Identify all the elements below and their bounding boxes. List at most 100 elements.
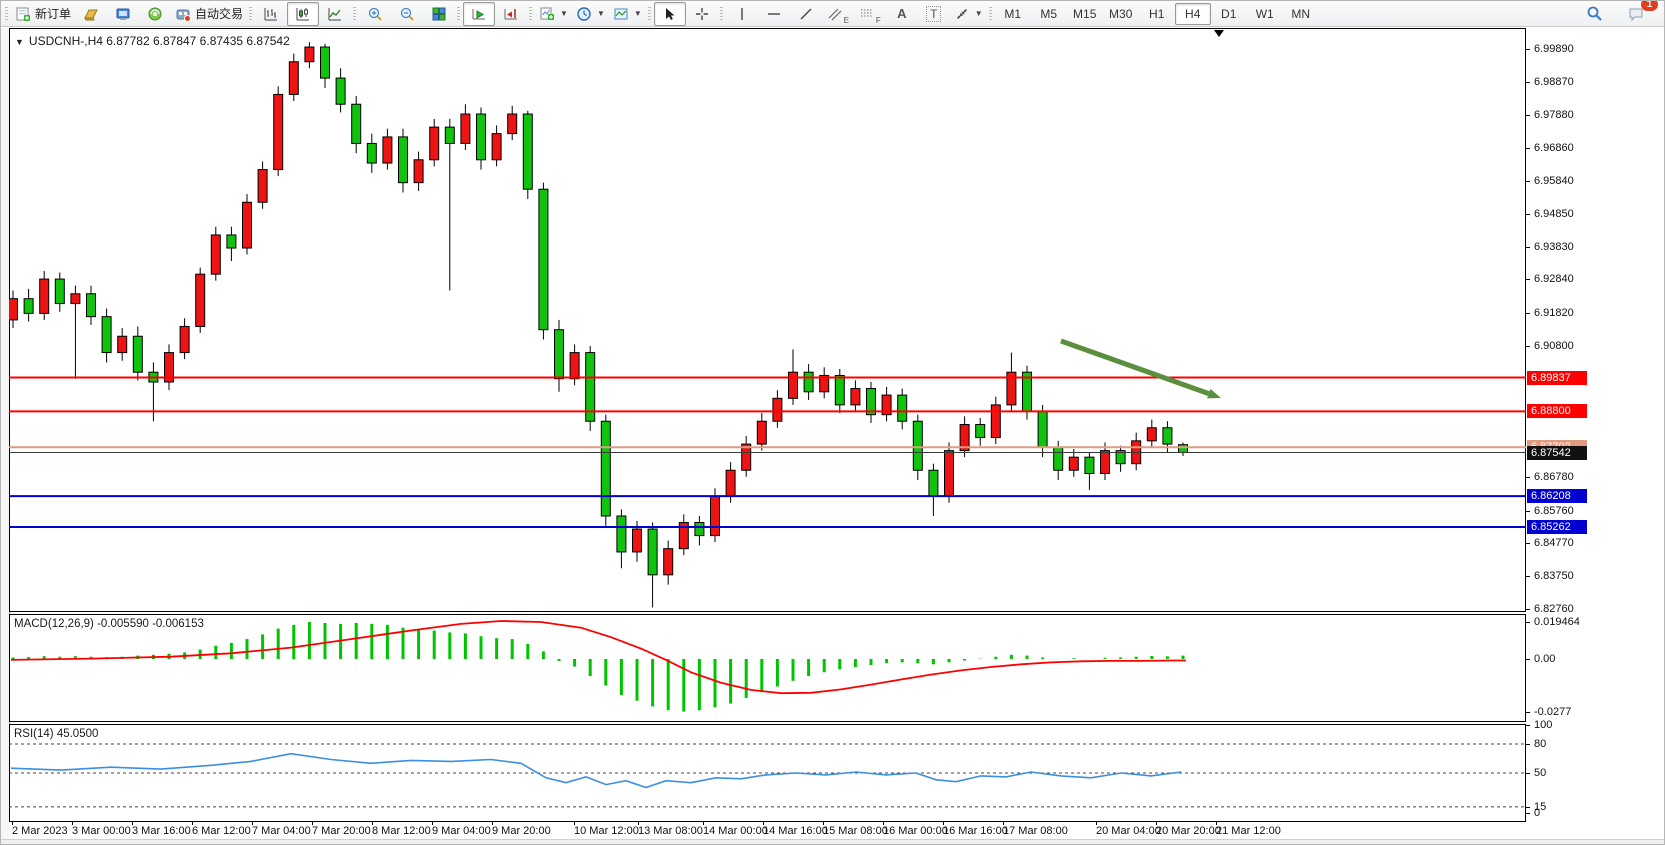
window-bottom-frame [1, 839, 1664, 844]
chart-shift-button[interactable] [495, 2, 527, 26]
tile-windows-button[interactable] [423, 2, 455, 26]
candle [273, 93, 284, 171]
time-axis-label: 14 Mar 00:00 [703, 825, 768, 837]
trend-arrow-head [1207, 388, 1221, 399]
price-level-badge: 6.86208 [1527, 489, 1587, 504]
candle [1100, 450, 1110, 475]
candle [9, 298, 18, 321]
zoom-in-button[interactable] [359, 2, 391, 26]
candle [585, 352, 596, 422]
candlestick-chart-button[interactable] [287, 1, 320, 26]
auto-scroll-button[interactable] [463, 1, 496, 26]
timeframe-w1[interactable]: W1 [1255, 6, 1274, 21]
candle [1115, 450, 1126, 465]
time-axis-label: 17 Mar 08:00 [1003, 825, 1068, 837]
candle [897, 394, 908, 422]
time-axis-label: 16 Mar 16:00 [943, 825, 1008, 837]
timeframe-m15[interactable]: M15 [1073, 6, 1097, 21]
zoom-out-button[interactable] [391, 2, 423, 26]
trendline-button[interactable] [790, 2, 822, 26]
timeframe-h1[interactable]: H1 [1149, 6, 1165, 21]
candle [678, 522, 689, 550]
templates-button[interactable]: ▼ [609, 2, 646, 26]
time-axis-tick [432, 821, 433, 825]
time-axis-label: 7 Mar 20:00 [312, 825, 371, 837]
price-axis-label: 6.97880 [1534, 108, 1574, 121]
channel-icon [828, 8, 842, 20]
macd-panel[interactable] [9, 614, 1526, 722]
timeframe-m5[interactable]: M5 [1040, 6, 1058, 21]
vertical-line-button[interactable] [726, 2, 758, 26]
candle [647, 528, 658, 576]
equidistant-channel-button[interactable]: E [822, 2, 854, 26]
signal-button[interactable] [139, 2, 171, 26]
periods-button[interactable]: ▼ [572, 2, 609, 26]
candle [335, 77, 346, 105]
price-axis[interactable]: 6.99890 6.98870 6.97880 6.96860 6.95840 6.948… [1526, 28, 1664, 821]
candle [1084, 456, 1095, 475]
timeframe-m30[interactable]: M30 [1109, 6, 1133, 21]
crosshair-button[interactable] [686, 2, 718, 26]
autotrading-button[interactable]: 自动交易 [171, 2, 247, 26]
axis-tick [1526, 608, 1530, 610]
axis-tick [1526, 247, 1530, 249]
text-label-button[interactable]: T [918, 2, 950, 26]
candle [663, 548, 674, 576]
new-order-button[interactable]: 新订单 [11, 2, 75, 26]
autotrading-label: 自动交易 [195, 7, 244, 21]
timeframe-m1[interactable]: M1 [1004, 6, 1022, 21]
time-axis-label: 7 Mar 04:00 [252, 825, 311, 837]
notification-badge: 1 [1641, 1, 1658, 11]
candle [569, 352, 580, 380]
axis-tick [1526, 49, 1530, 50]
macd-axis-label: -0.0277 [1534, 705, 1572, 718]
chart-title: ▼ USDCNH-,H4 6.87782 6.87847 6.87435 6.87… [15, 34, 290, 48]
candle [70, 293, 81, 305]
text-button[interactable]: A [886, 2, 918, 26]
candle [756, 420, 767, 445]
axis-tick [1526, 477, 1530, 479]
candle [1006, 371, 1017, 406]
time-axis-label: 9 Mar 20:00 [492, 825, 551, 837]
time-axis-label: 14 Mar 16:00 [763, 825, 828, 837]
tile-windows-icon [432, 7, 446, 20]
axis-tick [1526, 148, 1530, 150]
candle [320, 46, 330, 79]
time-axis[interactable]: 2 Mar 2023 3 Mar 00:00 3 Mar 16:00 6 Mar 12… [9, 821, 1526, 839]
time-axis-label: 8 Mar 12:00 [372, 825, 431, 837]
fibonacci-button[interactable]: F [854, 2, 886, 26]
horizontal-line-button[interactable] [758, 2, 790, 26]
axis-tick [1526, 543, 1530, 545]
candle [304, 46, 315, 63]
price-axis-label: 6.82760 [1534, 602, 1574, 615]
line-chart-button[interactable] [319, 2, 351, 26]
chat-bubble-icon [1629, 8, 1642, 22]
candle [928, 469, 939, 497]
arrows-button[interactable]: ▼ [950, 2, 987, 26]
timeframe-mn[interactable]: MN [1291, 6, 1311, 21]
symbol-dropdown-icon[interactable]: ▼ [15, 37, 24, 47]
text-icon: A [897, 6, 907, 21]
terminal-button[interactable] [107, 2, 139, 26]
new-order-label: 新订单 [35, 7, 72, 21]
main-chart-panel[interactable] [9, 28, 1526, 612]
toolbar-group-objects: ▼ ▼ ▼ [529, 1, 646, 26]
market-watch-button[interactable] [75, 2, 107, 26]
price-axis-label: 6.86780 [1534, 471, 1574, 484]
notifications-button[interactable]: 1 [1620, 1, 1658, 26]
candle [117, 335, 128, 354]
search-icon [1587, 6, 1602, 21]
candle [632, 528, 642, 553]
timeframe-h4[interactable]: H4 [1174, 2, 1211, 25]
cursor-button[interactable] [653, 1, 686, 26]
time-axis-tick [943, 821, 944, 825]
axis-tick [1526, 576, 1530, 578]
signal-icon [148, 7, 162, 20]
scroll-end-marker[interactable] [1214, 30, 1224, 37]
add-indicator-button[interactable]: ▼ [535, 2, 572, 26]
bar-chart-button[interactable] [255, 2, 287, 26]
timeframe-d1[interactable]: D1 [1221, 6, 1237, 21]
search-button[interactable] [1578, 2, 1610, 26]
candle [944, 450, 954, 497]
candle [803, 371, 814, 393]
